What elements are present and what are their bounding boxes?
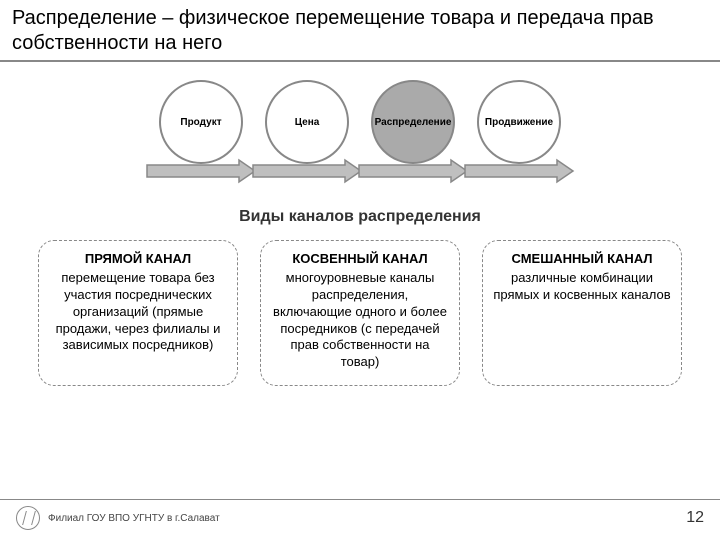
channel-box-text: многоуровневые каналы распределения, вкл… — [271, 270, 449, 371]
channel-box: ПРЯМОЙ КАНАЛ перемещение товара без участ… — [38, 240, 238, 386]
mix-item: Распределение — [363, 80, 463, 190]
logo-icon — [16, 506, 40, 530]
channel-box-text: различные комбинации прямых и косвенных … — [493, 270, 671, 304]
section-title: Виды каналов распределения — [0, 208, 720, 226]
arrow-icon — [463, 158, 575, 184]
mix-circle: Цена — [265, 80, 349, 164]
channel-box-title: СМЕШАННЫЙ КАНАЛ — [493, 251, 671, 268]
mix-circle: Распределение — [371, 80, 455, 164]
mix-circle: Продукт — [159, 80, 243, 164]
marketing-mix-row: Продукт Цена Распределение Продвижение — [0, 80, 720, 190]
channel-box-text: перемещение товара без участия посреднич… — [49, 270, 227, 354]
footer-org: Филиал ГОУ ВПО УГНТУ в г.Салават — [48, 513, 220, 524]
footer: Филиал ГОУ ВПО УГНТУ в г.Салават 12 — [0, 499, 720, 530]
channel-box: СМЕШАННЫЙ КАНАЛ различные комбинации прям… — [482, 240, 682, 386]
footer-left: Филиал ГОУ ВПО УГНТУ в г.Салават — [16, 506, 220, 530]
arrow-icon — [357, 158, 469, 184]
channel-box-title: ПРЯМОЙ КАНАЛ — [49, 251, 227, 268]
channel-types-row: ПРЯМОЙ КАНАЛ перемещение товара без участ… — [0, 240, 720, 386]
channel-box-title: КОСВЕННЫЙ КАНАЛ — [271, 251, 449, 268]
mix-circle: Продвижение — [477, 80, 561, 164]
mix-item: Продукт — [151, 80, 251, 190]
channel-box: КОСВЕННЫЙ КАНАЛ многоуровневые каналы рас… — [260, 240, 460, 386]
mix-item: Цена — [257, 80, 357, 190]
arrow-icon — [145, 158, 257, 184]
arrow-icon — [251, 158, 363, 184]
mix-item: Продвижение — [469, 80, 569, 190]
page-title: Распределение – физическое перемещение т… — [0, 0, 720, 62]
page-number: 12 — [686, 509, 704, 527]
